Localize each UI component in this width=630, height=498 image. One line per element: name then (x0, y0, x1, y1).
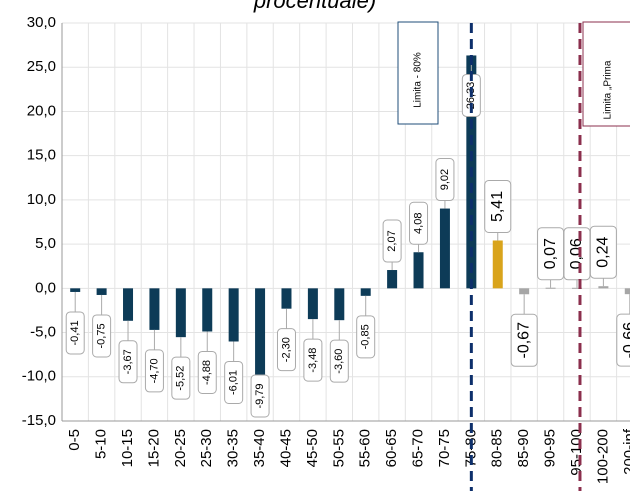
x-tick-label: 5-10 (93, 429, 110, 459)
y-tick-label: -15,0 (22, 412, 56, 429)
x-tick-label: 0-5 (66, 429, 83, 451)
x-tick-label: 200-inf (621, 428, 630, 475)
x-tick-label: 65-70 (409, 429, 426, 467)
label-box (589, 225, 617, 279)
x-tick-label: 70-75 (436, 429, 453, 467)
bar (307, 288, 318, 320)
label-box (510, 313, 538, 367)
x-tick-label: 80-85 (489, 429, 506, 467)
data-label: -0,85 (360, 324, 372, 349)
bar (545, 287, 556, 289)
y-tick-label: 10,0 (27, 191, 56, 208)
data-label: -3,67 (122, 349, 134, 374)
data-label: -0,41 (69, 320, 81, 345)
bar (598, 286, 609, 289)
bar (175, 288, 186, 338)
y-tick-label: -10,0 (22, 368, 56, 385)
label-box (484, 179, 512, 233)
x-tick-label: 25-30 (198, 429, 215, 467)
x-tick-label: 100-200 (594, 429, 611, 484)
label-box (435, 158, 455, 202)
bar (202, 288, 213, 332)
data-label: -6,01 (228, 370, 240, 395)
label-box (356, 315, 376, 359)
x-tick-label: 20-25 (172, 429, 189, 467)
data-label: -3,48 (307, 348, 319, 373)
x-tick-label: 30-35 (225, 429, 242, 467)
bar (70, 288, 81, 292)
x-tick-label: 50-55 (330, 429, 347, 467)
x-tick-label: 15-20 (145, 429, 162, 467)
x-tick-label: 35-40 (251, 429, 268, 467)
y-tick-label: 25,0 (27, 58, 56, 75)
x-tick-label: 95-100 (568, 429, 585, 476)
data-label: -3,60 (333, 349, 345, 374)
data-label: -0,66 (621, 322, 630, 359)
label-box (197, 350, 217, 394)
data-label: 0,24 (595, 237, 612, 268)
x-tick-label: 45-50 (304, 429, 321, 467)
data-label: -4,88 (201, 360, 213, 385)
bar (334, 288, 345, 321)
data-label: 5,41 (489, 191, 506, 222)
bar (255, 288, 266, 375)
data-label: -0,67 (515, 322, 532, 359)
bar (360, 288, 371, 296)
data-label: 0,06 (568, 238, 585, 269)
label-box (276, 328, 296, 372)
chart-title: procentuale) (253, 0, 376, 13)
bar (571, 287, 582, 289)
bar (492, 240, 503, 289)
label-box (250, 374, 270, 418)
x-tick-label: 40-45 (277, 429, 294, 467)
x-tick-label: 10-15 (119, 429, 136, 467)
bar (123, 288, 134, 321)
label-box (409, 201, 429, 245)
bar (519, 288, 530, 295)
data-label: -2,30 (280, 337, 292, 362)
x-tick-label: 60-65 (383, 429, 400, 467)
y-tick-label: 5,0 (35, 235, 56, 252)
bar (624, 288, 630, 295)
label-box (65, 311, 85, 355)
y-tick-label: 30,0 (27, 14, 56, 31)
label-box (303, 338, 323, 382)
bar (439, 208, 450, 289)
annotation: Limita „Prima (603, 60, 614, 119)
label-box (329, 339, 349, 383)
label-box (171, 356, 191, 400)
label-box (224, 360, 244, 404)
bar (96, 288, 107, 295)
label-box (92, 314, 112, 358)
label-box (118, 340, 138, 384)
data-label: 9,02 (439, 169, 451, 190)
bar (149, 288, 160, 330)
data-label: -0,75 (96, 323, 108, 348)
bar (413, 252, 424, 289)
annotation: Limita - 80% (413, 52, 424, 108)
data-label: 0,07 (542, 238, 559, 269)
y-tick-label: 0,0 (35, 279, 56, 296)
data-label: -5,52 (175, 366, 187, 391)
data-label: 2,07 (386, 230, 398, 251)
label-box (144, 349, 164, 393)
y-tick-label: 15,0 (27, 147, 56, 164)
annotation-box (582, 21, 630, 127)
data-label: -4,70 (148, 358, 160, 383)
bar (387, 270, 398, 289)
annotation-box (397, 21, 439, 125)
y-tick-label: 20,0 (27, 102, 56, 119)
x-tick-label: 85-90 (515, 429, 532, 467)
bar (228, 288, 239, 342)
label-box (382, 219, 402, 263)
data-label: 4,08 (412, 213, 424, 234)
x-tick-label: 55-60 (357, 429, 374, 467)
data-label: -9,79 (254, 383, 266, 408)
bar (281, 288, 292, 309)
x-tick-label: 90-95 (542, 429, 559, 467)
y-tick-label: -5,0 (30, 324, 56, 341)
